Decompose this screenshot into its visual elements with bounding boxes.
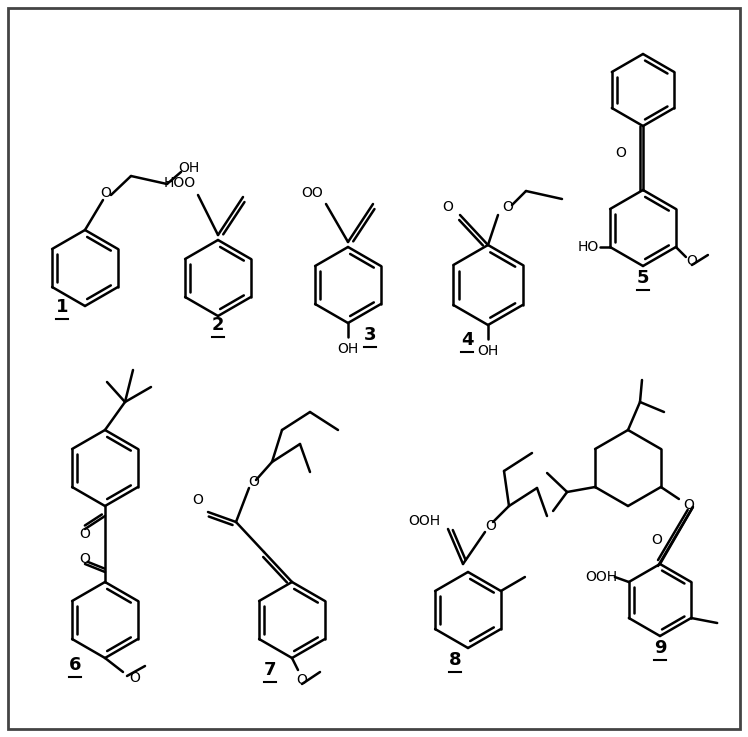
Text: OOH: OOH — [585, 570, 617, 584]
Text: 3: 3 — [364, 326, 376, 344]
Text: O: O — [651, 534, 662, 548]
Text: O: O — [129, 671, 141, 685]
Text: O: O — [687, 254, 697, 268]
Text: 5: 5 — [637, 269, 649, 287]
Text: OH: OH — [178, 161, 200, 175]
Text: HOO: HOO — [164, 176, 196, 190]
Text: OO: OO — [301, 186, 323, 200]
Text: O: O — [684, 498, 694, 512]
Text: O: O — [100, 186, 111, 200]
Text: 1: 1 — [56, 298, 68, 316]
Text: O: O — [485, 519, 497, 533]
Text: O: O — [79, 552, 91, 566]
Text: O: O — [192, 493, 203, 507]
Text: O: O — [296, 673, 307, 687]
Text: OH: OH — [477, 344, 499, 358]
Text: O: O — [443, 200, 453, 214]
Text: OOH: OOH — [408, 514, 440, 528]
Text: 7: 7 — [264, 661, 276, 679]
Text: O: O — [79, 527, 91, 541]
Text: 2: 2 — [212, 316, 224, 334]
Text: HO: HO — [577, 240, 598, 254]
Text: 8: 8 — [449, 651, 462, 669]
Text: O: O — [616, 146, 626, 160]
Text: O: O — [248, 475, 260, 489]
Text: 6: 6 — [69, 656, 82, 674]
Text: 9: 9 — [654, 639, 666, 657]
Text: 4: 4 — [461, 331, 473, 349]
Text: OH: OH — [337, 342, 358, 356]
Text: O: O — [503, 200, 513, 214]
